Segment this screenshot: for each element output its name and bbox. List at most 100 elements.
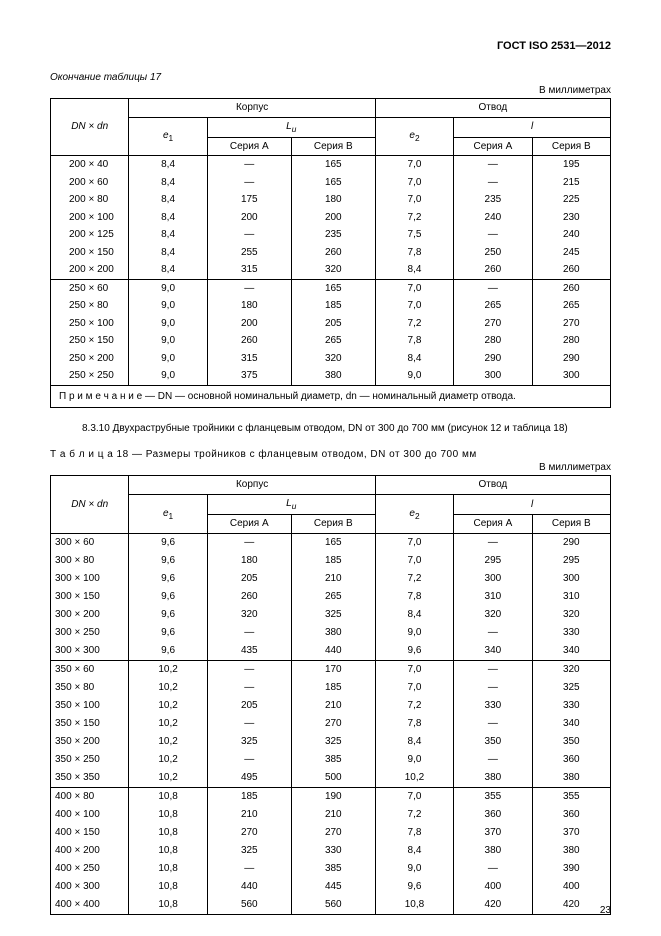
col-Lu: Lu xyxy=(207,495,375,515)
table-cell: 9,6 xyxy=(129,588,207,606)
table-cell: 7,0 xyxy=(375,279,453,297)
table-cell: 195 xyxy=(532,156,610,174)
table-cell: 9,0 xyxy=(375,624,453,642)
table-cell: 7,0 xyxy=(375,191,453,209)
table-cell: 250 × 250 xyxy=(51,367,129,385)
table-cell: 9,0 xyxy=(129,350,207,368)
table-cell: 325 xyxy=(291,733,375,751)
table-cell: 350 × 60 xyxy=(51,661,129,680)
table-cell: 380 xyxy=(291,367,375,385)
table-row: 250 × 2009,03153208,4290290 xyxy=(51,350,611,368)
table-cell: — xyxy=(454,534,532,553)
table-cell: 250 xyxy=(454,244,532,262)
table-cell: 320 xyxy=(291,261,375,279)
table-cell: 235 xyxy=(291,226,375,244)
table-cell: 200 xyxy=(291,209,375,227)
table-cell: 440 xyxy=(291,642,375,661)
table-cell: 190 xyxy=(291,788,375,807)
table-cell: 435 xyxy=(207,642,291,661)
table-row: 350 × 25010,2—3859,0—360 xyxy=(51,751,611,769)
table-cell: 240 xyxy=(532,226,610,244)
table-cell: 495 xyxy=(207,769,291,788)
table-cell: 10,2 xyxy=(129,769,207,788)
table-cell: 9,6 xyxy=(129,642,207,661)
table-cell: 185 xyxy=(207,788,291,807)
table-cell: — xyxy=(454,226,532,244)
table-cell: 7,8 xyxy=(375,715,453,733)
table-cell: 320 xyxy=(532,661,610,680)
table-cell: 400 × 150 xyxy=(51,824,129,842)
col-serA-2: Серия A xyxy=(454,137,532,156)
table-cell: 440 xyxy=(207,878,291,896)
table-cell: 10,2 xyxy=(129,733,207,751)
col-otvod: Отвод xyxy=(375,476,610,495)
table-cell: 250 × 150 xyxy=(51,332,129,350)
table-row: 200 × 408,4—1657,0—195 xyxy=(51,156,611,174)
table-cell: 380 xyxy=(532,769,610,788)
table-cell: 10,2 xyxy=(375,769,453,788)
table-row: 300 × 1009,62052107,2300300 xyxy=(51,570,611,588)
table-cell: 9,6 xyxy=(129,624,207,642)
table-cell: 385 xyxy=(291,860,375,878)
table-cell: — xyxy=(454,661,532,680)
table-cell: 270 xyxy=(291,824,375,842)
table-cell: 400 × 300 xyxy=(51,878,129,896)
table-cell: — xyxy=(207,174,291,192)
table-cell: 10,2 xyxy=(129,679,207,697)
table-cell: 250 × 60 xyxy=(51,279,129,297)
table-row: 400 × 10010,82102107,2360360 xyxy=(51,806,611,824)
col-corpus: Корпус xyxy=(129,99,375,118)
table-cell: 205 xyxy=(207,570,291,588)
table-row: 250 × 1009,02002057,2270270 xyxy=(51,315,611,333)
table-row: 400 × 15010,82702707,8370370 xyxy=(51,824,611,842)
table-cell: 7,2 xyxy=(375,209,453,227)
table-cell: 7,2 xyxy=(375,806,453,824)
table-cell: — xyxy=(207,715,291,733)
table-cell: 8,4 xyxy=(375,350,453,368)
table-cell: 7,2 xyxy=(375,570,453,588)
table-cell: 10,8 xyxy=(129,860,207,878)
table-cell: 200 × 200 xyxy=(51,261,129,279)
table-cell: 300 × 300 xyxy=(51,642,129,661)
table-row: 200 × 1508,42552607,8250245 xyxy=(51,244,611,262)
table-cell: 260 xyxy=(454,261,532,279)
table-cell: 560 xyxy=(291,896,375,915)
table-cell: 210 xyxy=(291,806,375,824)
table-row: 350 × 15010,2—2707,8—340 xyxy=(51,715,611,733)
table-cell: 310 xyxy=(532,588,610,606)
table-cell: 270 xyxy=(454,315,532,333)
table-17-header: DN × dn Корпус Отвод e1 Lu e2 l Серия A … xyxy=(51,99,611,156)
table-row: 200 × 2008,43153208,4260260 xyxy=(51,261,611,279)
table-cell: 370 xyxy=(454,824,532,842)
table-cell: 9,0 xyxy=(375,860,453,878)
table-cell: 7,2 xyxy=(375,315,453,333)
table-row: 350 × 8010,2—1857,0—325 xyxy=(51,679,611,697)
table-row: 400 × 8010,81851907,0355355 xyxy=(51,788,611,807)
table-cell: 9,6 xyxy=(129,552,207,570)
table-cell: 200 × 125 xyxy=(51,226,129,244)
table-cell: 10,2 xyxy=(129,661,207,680)
table-cell: 400 xyxy=(532,878,610,896)
table-cell: 8,4 xyxy=(129,209,207,227)
table-cell: 250 × 100 xyxy=(51,315,129,333)
table-cell: 8,4 xyxy=(375,842,453,860)
table-cell: 185 xyxy=(291,297,375,315)
table-cell: 325 xyxy=(291,606,375,624)
table-cell: 10,8 xyxy=(129,824,207,842)
table-cell: 380 xyxy=(454,842,532,860)
table-cell: 300 × 100 xyxy=(51,570,129,588)
table-18: DN × dn Корпус Отвод e1 Lu e2 l Серия A … xyxy=(50,475,611,915)
table-cell: — xyxy=(454,156,532,174)
table-row: 250 × 2509,03753809,0300300 xyxy=(51,367,611,385)
table-cell: 205 xyxy=(207,697,291,715)
table-cell: — xyxy=(207,661,291,680)
table-row: 250 × 1509,02602657,8280280 xyxy=(51,332,611,350)
table-cell: 320 xyxy=(454,606,532,624)
table-cell: 350 × 150 xyxy=(51,715,129,733)
table-cell: 270 xyxy=(207,824,291,842)
table-cell: 350 xyxy=(454,733,532,751)
table-cell: — xyxy=(207,156,291,174)
table-cell: 9,6 xyxy=(375,642,453,661)
table-cell: 295 xyxy=(532,552,610,570)
table-cell: 295 xyxy=(454,552,532,570)
